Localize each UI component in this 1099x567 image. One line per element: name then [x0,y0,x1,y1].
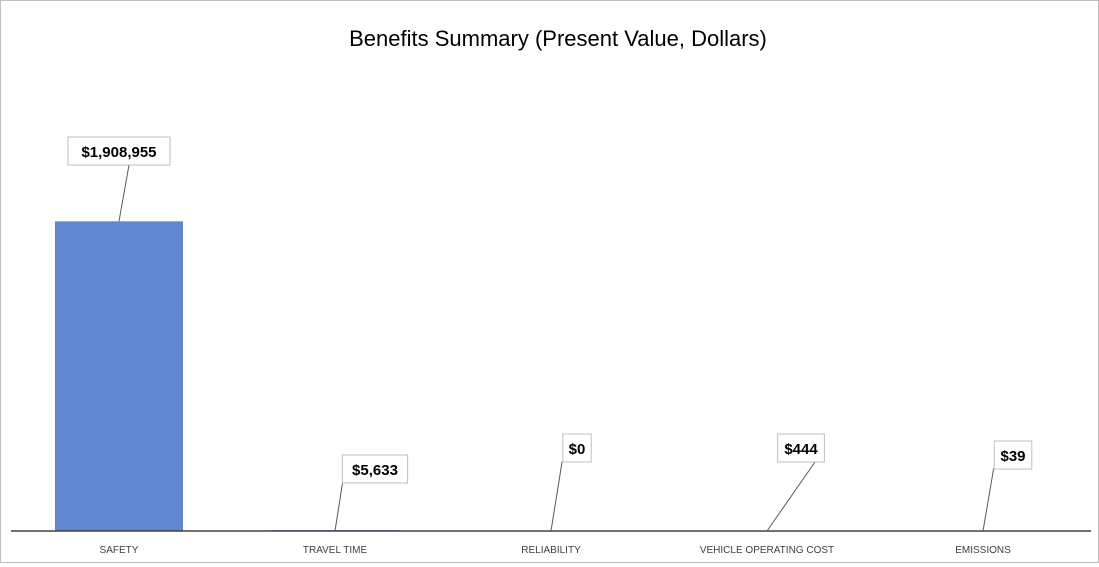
x-tick-label: TRAVEL TIME [303,545,368,556]
leader-line [335,483,344,531]
leader-line [983,469,996,531]
x-tick-label: SAFETY [100,545,139,556]
leader-lines-layer [119,165,996,531]
data-label: $1,908,955 [81,144,156,161]
leader-line [119,165,129,221]
x-tick-label: EMISSIONS [955,545,1011,556]
chart-title: Benefits Summary (Present Value, Dollars… [349,26,767,51]
data-label: $444 [784,441,818,458]
data-label: $0 [569,441,586,458]
bar-safety [55,221,183,531]
x-tick-labels-layer: SAFETY TRAVEL TIME RELIABILITY VEHICLE OPER… [100,545,1012,556]
leader-line [551,462,565,531]
leader-line [767,462,815,531]
x-tick-label: VEHICLE OPERATING COST [700,545,834,556]
data-labels-layer: $1,908,955 $5,633 $0 $444 $39 [68,137,1032,483]
x-tick-label: RELIABILITY [521,545,581,556]
data-label: $39 [1000,448,1025,465]
data-label: $5,633 [352,462,398,479]
bars-layer [55,221,1047,531]
